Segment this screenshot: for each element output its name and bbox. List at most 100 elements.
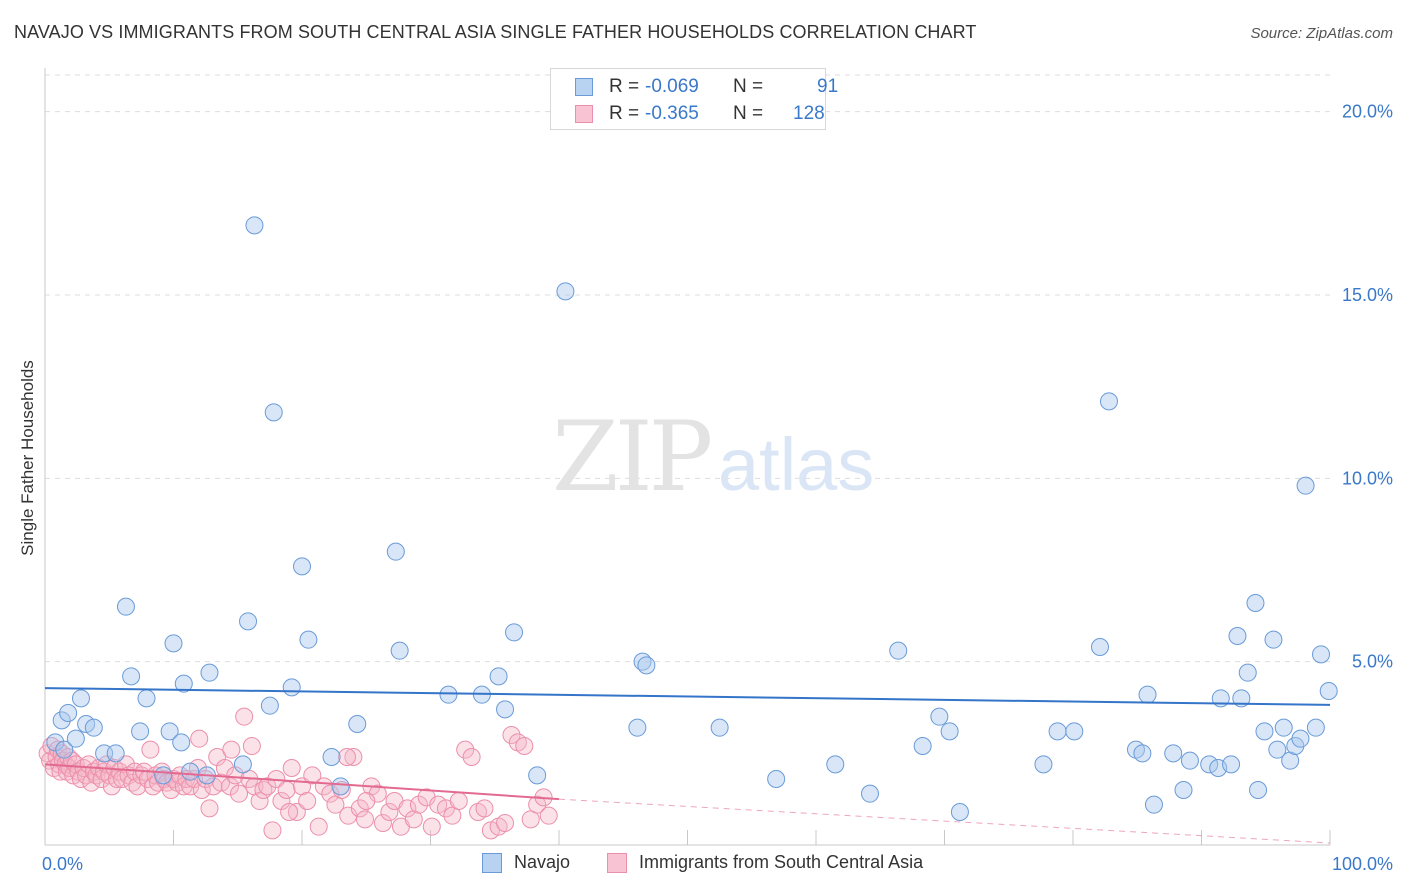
navajo-point [164,634,183,653]
navajo-point [1228,627,1247,645]
navajo-point [154,766,173,785]
navajo-point [1034,755,1053,774]
watermark-zip: ZIP [552,401,711,513]
navajo-point [331,777,350,796]
navajo-point [46,733,65,752]
navajo-point [264,403,283,422]
legend-n-value-immigrants: 128 [793,103,825,124]
bottom-legend-swatch-immigrants [607,853,627,873]
immigrants-point [287,803,306,821]
navajo-point [710,718,729,737]
navajo-point [767,770,786,788]
navajo-point [1200,755,1219,774]
legend-n-value-navajo: 91 [817,76,839,97]
navajo-points [46,216,1338,821]
immigrants-point [355,810,374,829]
navajo-point [439,685,458,704]
navajo-point [106,744,125,763]
navajo-point [1174,781,1193,799]
navajo-point [1274,718,1293,737]
navajo-point [1246,594,1265,612]
navajo-point [889,641,908,660]
navajo-point [71,689,90,708]
immigrants-point [449,792,468,810]
immigrants-trend-line [44,763,560,801]
navajo-point [1099,392,1118,411]
navajo-point [628,718,647,737]
x-tick-label: 100.0% [1332,854,1393,874]
legend-swatch-navajo [575,78,593,96]
immigrants-point [357,792,376,810]
immigrants-point [200,799,219,818]
immigrants-point [107,770,126,788]
navajo-point [172,733,191,752]
navajo-point [200,663,219,682]
navajo-point [1065,722,1084,741]
navajo-point [52,711,71,730]
navajo-point [260,696,279,715]
navajo-point [160,722,179,741]
navajo-point [1249,781,1268,799]
navajo-point [528,766,547,785]
immigrants-point [298,792,317,810]
immigrants-point [373,814,392,832]
navajo-point [322,748,341,766]
immigrants-point [502,726,521,744]
legend-r-value-immigrants: -0.365 [645,103,699,124]
bottom-legend-label-navajo: Navajo [514,852,571,872]
immigrants-point [344,748,363,766]
y-tick-label: 5.0% [1352,652,1393,672]
navajo-point [174,674,193,693]
navajo-point [131,722,150,741]
trend-lines [44,687,1331,844]
immigrants-point [380,803,399,821]
navajo-point [245,216,264,235]
navajo-point [1144,795,1163,814]
immigrants-point [456,740,475,759]
navajo-point [1291,729,1310,748]
watermark-atlas: atlas [718,423,874,506]
navajo-point [950,803,969,821]
legend-r-label: R = [609,76,640,97]
source-label: Source: ZipAtlas.com [1250,25,1393,42]
immigrants-point [321,784,340,803]
immigrants-point [515,737,534,755]
navajo-point [1238,663,1257,682]
navajo-point [59,704,78,722]
navajo-point [1312,645,1331,664]
navajo-point [1264,630,1283,649]
bottom-legend-label-immigrants: Immigrants from South Central Asia [639,852,924,872]
immigrants-point [539,806,558,825]
immigrants-point [368,784,387,803]
navajo-point [1048,722,1067,741]
navajo-point [1268,740,1287,759]
stats-legend: R = -0.069 N = 91 R = -0.365 N = 128 [550,68,838,130]
immigrants-point [528,795,547,814]
navajo-point [122,667,141,686]
immigrants-point [250,792,269,810]
watermark: ZIP atlas [552,401,874,513]
legend-n-label: N = [733,76,764,97]
navajo-point [505,623,524,642]
navajo-point [1222,755,1241,774]
immigrants-point [263,821,282,840]
navajo-point [299,630,318,649]
navajo-point [55,740,74,759]
navajo-point [84,718,103,737]
navajo-point [1164,744,1183,763]
immigrants-points [38,707,558,840]
y-tick-label: 10.0% [1342,468,1393,488]
navajo-point [293,557,311,576]
tick-labels: 5.0% 10.0% 15.0% 20.0% 0.0% 100.0% [42,102,1393,874]
immigrants-point [123,773,142,792]
legend-r-value-navajo: -0.069 [645,76,699,97]
navajo-point [239,612,258,631]
immigrants-point [110,762,129,781]
axes [44,68,1331,846]
immigrants-point [190,729,209,748]
immigrants-point [242,737,261,755]
navajo-point [1255,722,1274,741]
navajo-point [1133,744,1152,763]
navajo-point [913,737,932,755]
immigrants-point [258,777,277,796]
